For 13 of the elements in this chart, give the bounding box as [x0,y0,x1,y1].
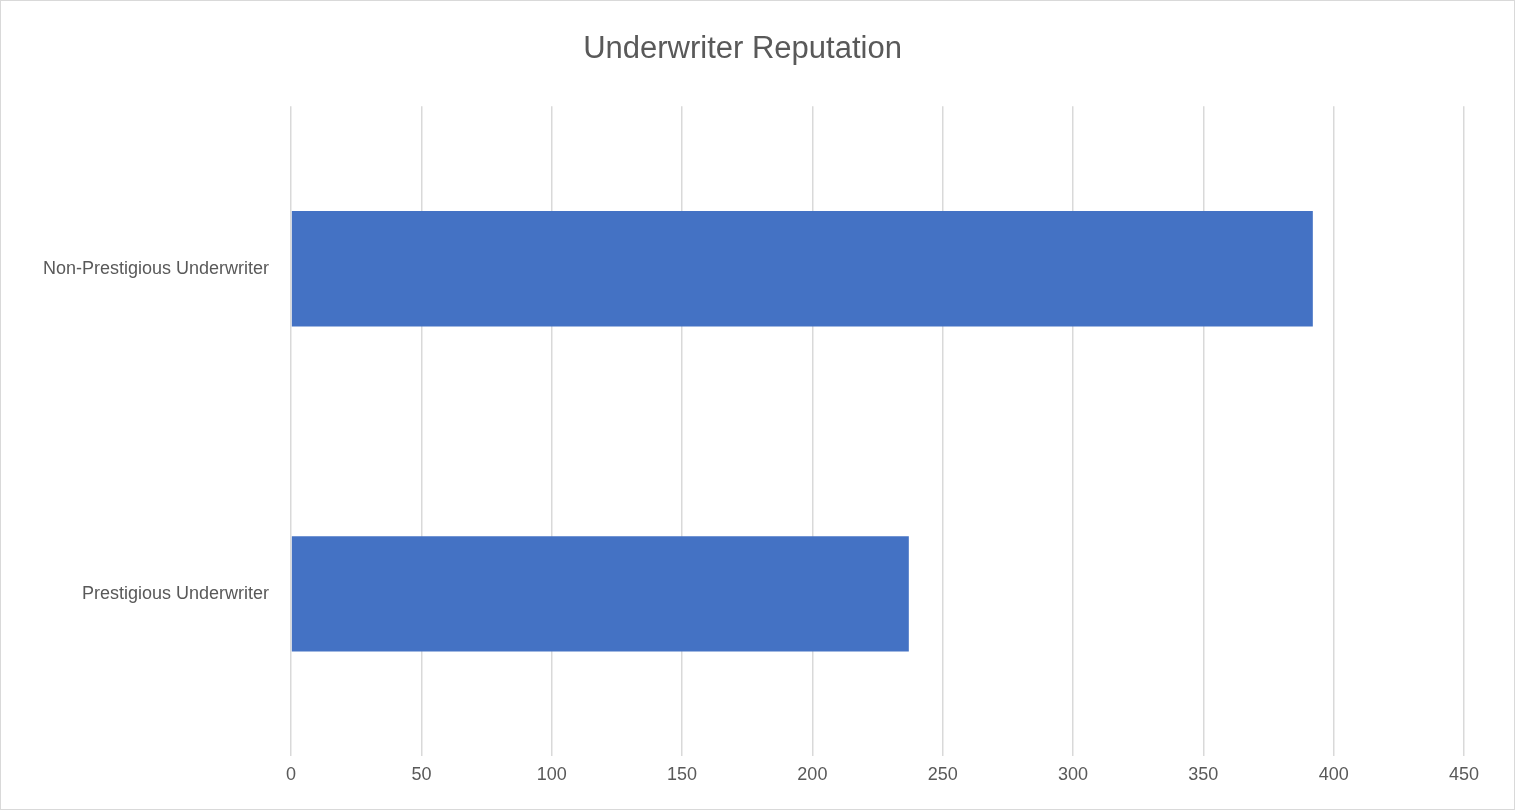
x-tick-label: 0 [286,764,297,785]
x-tick-label: 150 [667,764,698,785]
x-tick-label: 400 [1318,764,1349,785]
x-tick-label: 350 [1188,764,1219,785]
y-tick-label: Prestigious Underwriter [82,582,270,603]
chart-title: Underwriter Reputation [583,30,902,66]
x-tick-label: 200 [797,764,828,785]
x-tick-label: 300 [1058,764,1089,785]
x-tick-label: 250 [927,764,958,785]
x-tick-label: 100 [536,764,567,785]
x-tick-label: 50 [411,764,432,785]
y-tick-label: Non-Prestigious Underwriter [42,257,270,278]
x-tick-label: 450 [1448,764,1480,785]
